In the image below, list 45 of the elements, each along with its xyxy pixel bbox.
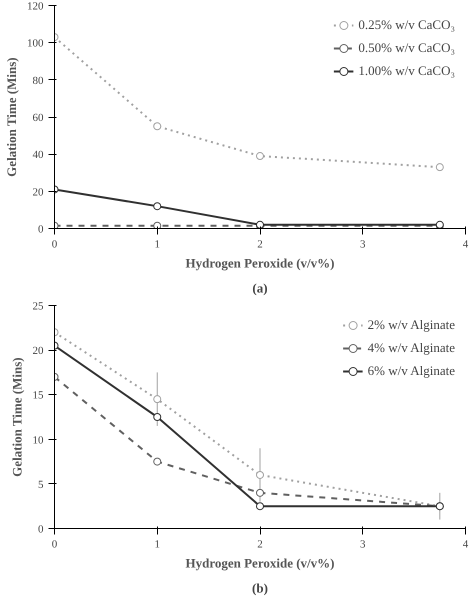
y-tick-label: 100 [27, 38, 44, 50]
y-tick-label: 80 [32, 74, 44, 87]
y-tick-label: 40 [32, 149, 44, 162]
legend-label: 2% w/v Alginate [368, 317, 455, 333]
text: (a) [252, 280, 268, 296]
y-tick-label: 20 [32, 345, 44, 358]
y-tick-label: 10 [32, 434, 44, 446]
y-tick-label: 60 [32, 112, 44, 124]
x-axis-title: Hydrogen Peroxide (v/v%) [186, 256, 335, 270]
point [153, 122, 162, 130]
point [153, 458, 162, 466]
point [256, 470, 264, 479]
point [256, 488, 264, 497]
legend-label: 6% w/v Alginate [368, 363, 455, 379]
legend-label: 4% w/v Alginate [368, 340, 455, 356]
x-tick-label: 2 [257, 538, 263, 550]
legend-label: 0.50% w/v CaCO₃ [358, 40, 455, 56]
y-tick-label: 0 [38, 524, 44, 536]
x-tick-label: 3 [360, 538, 366, 550]
x-tick-label: 4 [462, 538, 469, 550]
x-tick-label: 3 [360, 238, 366, 250]
point [256, 502, 264, 510]
point [153, 395, 162, 404]
y-axis-title: Gelation Time (Mins) [4, 57, 19, 177]
x-tick-label: 1 [154, 238, 160, 250]
legend-label: 0.25% w/v CaCO₃ [358, 17, 455, 33]
legend-label: 1.00% w/v CaCO₃ [358, 63, 455, 79]
y-tick-label: 20 [32, 186, 44, 198]
x-tick-label: 0 [52, 538, 58, 550]
x-tick-label: 1 [154, 538, 160, 550]
x-tick-label: 2 [257, 238, 263, 250]
point [153, 413, 162, 421]
point [153, 222, 162, 228]
y-tick-label: 120 [27, 0, 44, 12]
text: (b) [252, 580, 268, 596]
y-tick-label: 0 [38, 224, 44, 236]
y-tick-label: 15 [32, 390, 44, 402]
point [256, 152, 264, 160]
x-axis-title: Hydrogen Peroxide (v/v%) [186, 556, 335, 570]
y-tick-label: 5 [38, 478, 44, 491]
y-axis-title: Gelation Time (Mins) [10, 357, 24, 477]
x-tick-label: 0 [52, 238, 58, 250]
point [153, 202, 162, 210]
y-tick-label: 25 [32, 300, 44, 312]
x-tick-label: 4 [462, 238, 469, 250]
